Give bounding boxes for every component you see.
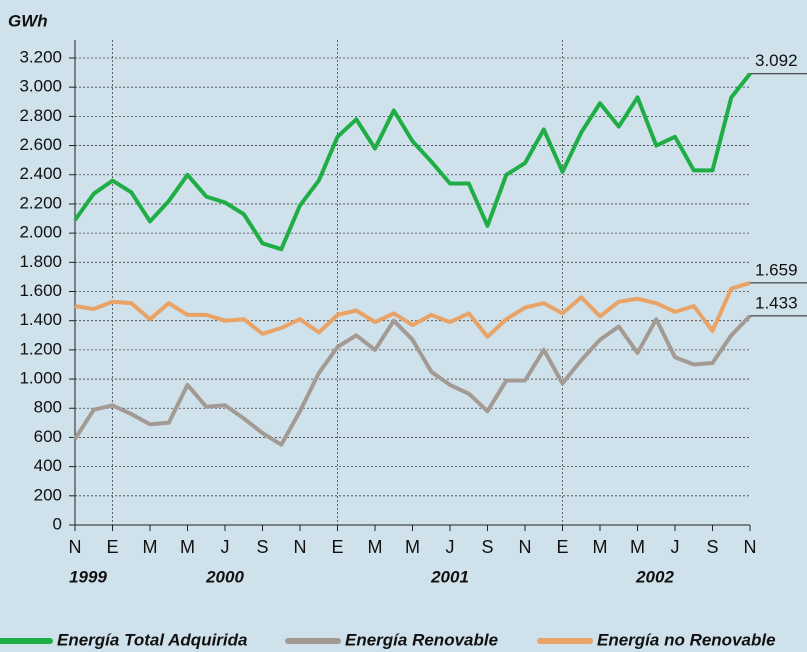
x-tick-label: J [446,537,455,557]
y-tick-label: 1.000 [19,369,62,388]
y-tick-label: 600 [34,427,62,446]
x-tick-label: J [221,537,230,557]
x-tick-label: J [671,537,680,557]
x-tick-label: S [256,537,268,557]
y-tick-label: 800 [34,398,62,417]
legend-label: Energía Renovable [345,630,498,649]
y-tick-label: 2.800 [19,106,62,125]
y-tick-label: 2.600 [19,135,62,154]
legend-label: Energía Total Adquirida [57,630,247,649]
y-tick-label: 1.600 [19,281,62,300]
y-tick-label: 1.800 [19,252,62,271]
x-tick-label: M [405,537,420,557]
x-tick-label: S [706,537,718,557]
x-tick-label: N [294,537,307,557]
year-label: 2002 [635,567,674,586]
year-label: 2000 [205,567,244,586]
x-tick-label: M [180,537,195,557]
y-tick-label: 1.200 [19,339,62,358]
year-label: 2001 [430,567,469,586]
x-tick-label: N [69,537,82,557]
x-tick-label: E [556,537,568,557]
x-tick-label: N [519,537,532,557]
x-tick-label: M [630,537,645,557]
y-tick-label: 200 [34,485,62,504]
y-tick-label: 3.000 [19,77,62,96]
x-tick-label: E [331,537,343,557]
y-tick-label: 2.200 [19,193,62,212]
y-axis-label: GWh [8,11,48,30]
y-tick-label: 2.400 [19,164,62,183]
x-tick-label: M [368,537,383,557]
end-label: 3.092 [755,51,798,70]
x-tick-label: M [143,537,158,557]
end-label: 1.433 [755,293,798,312]
y-tick-label: 400 [34,456,62,475]
series-line [73,314,752,447]
x-tick-label: E [106,537,118,557]
y-tick-label: 2.000 [19,223,62,242]
year-label: 1999 [69,567,107,586]
x-tick-label: S [481,537,493,557]
y-tick-label: 3.200 [19,47,62,66]
x-tick-label: M [593,537,608,557]
series-line [74,280,751,339]
y-tick-label: 1.400 [19,310,62,329]
x-tick-label: N [744,537,757,557]
series-line [73,72,752,252]
y-tick-label: 0 [53,514,62,533]
legend-label: Energía no Renovable [597,630,776,649]
end-label: 1.659 [755,260,798,279]
